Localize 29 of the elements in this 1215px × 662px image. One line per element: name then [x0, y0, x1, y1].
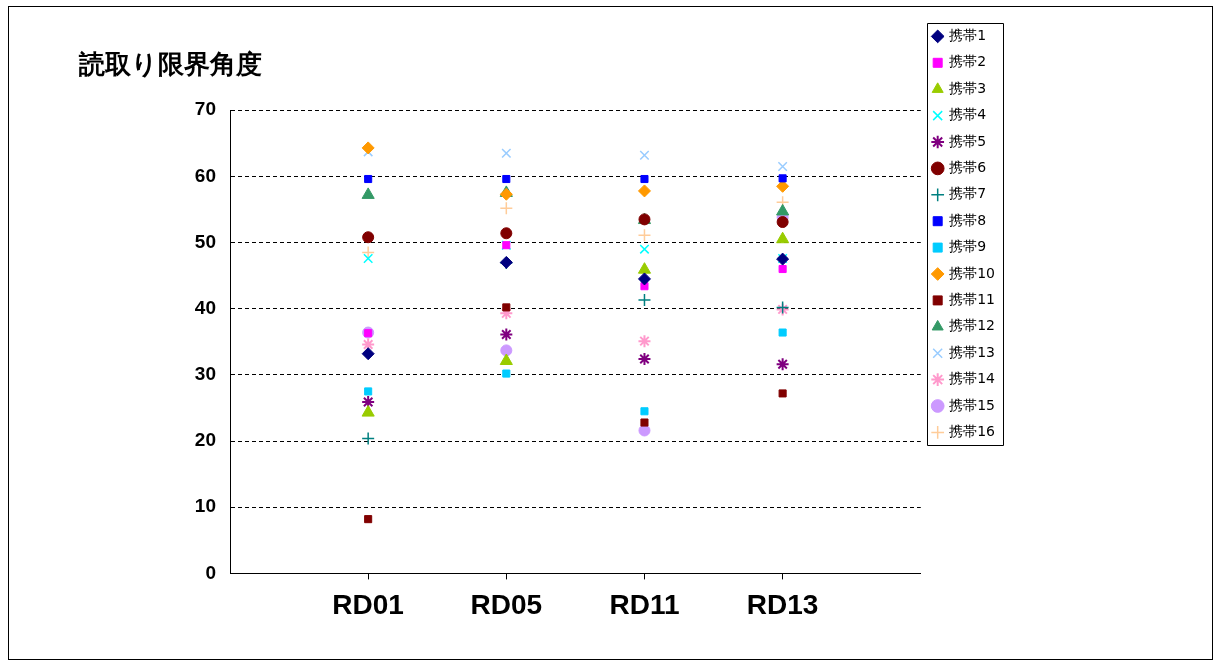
- chart-title: 読取り限界角度: [78, 49, 262, 80]
- y-tick-label: 0: [205, 561, 216, 583]
- y-tick-label: 40: [194, 296, 216, 318]
- y-tick-label: 20: [194, 429, 216, 451]
- legend-label: 携帯4: [949, 106, 987, 123]
- x-tick-label: RD01: [332, 588, 404, 620]
- legend-label: 携帯14: [949, 370, 996, 387]
- legend-label: 携帯2: [949, 53, 987, 70]
- legend-label: 携帯11: [949, 291, 996, 308]
- x-tick-label: RD13: [746, 588, 819, 620]
- legend-label: 携帯12: [949, 317, 996, 334]
- legend-label: 携帯8: [949, 211, 987, 228]
- legend-label: 携帯15: [949, 396, 996, 413]
- y-tick-label: 50: [194, 230, 216, 252]
- legend-label: 携帯1: [949, 27, 987, 44]
- x-tick-label: RD11: [609, 588, 680, 620]
- legend-label: 携帯3: [949, 79, 987, 96]
- legend-label: 携帯10: [949, 264, 996, 281]
- legend-label: 携帯16: [949, 423, 996, 440]
- y-tick-label: 10: [194, 495, 216, 517]
- y-tick-label: 70: [194, 98, 216, 120]
- legend-label: 携帯7: [949, 185, 987, 202]
- legend-label: 携帯9: [949, 238, 987, 255]
- y-tick-label: 30: [194, 363, 216, 385]
- legend-label: 携帯13: [949, 343, 996, 360]
- x-tick-label: RD05: [470, 588, 543, 620]
- legend-label: 携帯5: [949, 132, 987, 149]
- y-tick-label: 60: [194, 164, 216, 186]
- legend-label: 携帯6: [949, 159, 987, 176]
